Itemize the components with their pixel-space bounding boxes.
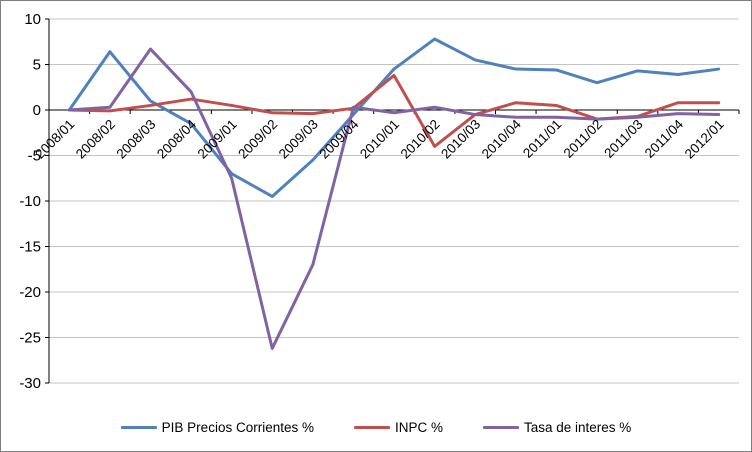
- legend-label-inpc: INPC %: [394, 420, 443, 435]
- svg-text:5: 5: [33, 57, 41, 74]
- svg-text:-30: -30: [19, 375, 41, 392]
- svg-text:2011/04: 2011/04: [642, 116, 687, 161]
- svg-text:2011/02: 2011/02: [561, 117, 605, 161]
- legend-swatch-pib-line: [120, 426, 157, 429]
- legend-swatch-tasa-line: [483, 426, 519, 429]
- svg-text:2008/04: 2008/04: [154, 116, 199, 161]
- svg-text:2008/01: 2008/01: [32, 117, 77, 162]
- svg-text:2011/01: 2011/01: [520, 117, 564, 161]
- svg-text:2009/02: 2009/02: [235, 117, 280, 162]
- svg-text:-10: -10: [19, 193, 41, 210]
- svg-text:-5: -5: [28, 148, 41, 165]
- svg-text:2010/04: 2010/04: [479, 116, 524, 161]
- svg-text:-15: -15: [19, 239, 41, 256]
- legend-label-tasa: Tasa de interes %: [524, 420, 632, 435]
- svg-text:2012/01: 2012/01: [682, 117, 727, 162]
- svg-text:2009/04: 2009/04: [316, 116, 361, 161]
- svg-text:2011/03: 2011/03: [601, 117, 645, 161]
- legend-item-inpc: INPC %: [353, 420, 443, 435]
- legend-swatch-inpc-line: [353, 426, 390, 429]
- svg-text:-25: -25: [19, 330, 41, 347]
- svg-text:10: 10: [24, 11, 41, 28]
- legend-label-pib: PIB Precios Corrientes %: [161, 420, 314, 435]
- svg-text:-20: -20: [19, 284, 41, 301]
- svg-text:2008/02: 2008/02: [73, 117, 118, 162]
- legend-item-tasa: Tasa de interes %: [483, 420, 631, 435]
- svg-text:0: 0: [33, 102, 41, 119]
- legend: PIB Precios Corrientes % INPC % Tasa de …: [1, 420, 751, 435]
- svg-text:2009/03: 2009/03: [276, 117, 321, 162]
- legend-item-pib: PIB Precios Corrientes %: [120, 420, 314, 435]
- svg-text:2010/01: 2010/01: [357, 117, 402, 162]
- svg-text:2008/03: 2008/03: [113, 117, 158, 162]
